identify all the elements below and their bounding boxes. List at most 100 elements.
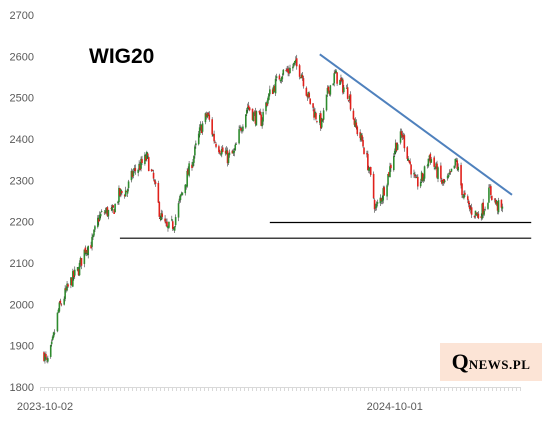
candle-body bbox=[104, 210, 107, 213]
candle-body bbox=[195, 143, 197, 146]
candle-body bbox=[450, 168, 453, 172]
candle-body bbox=[294, 60, 296, 63]
y-tick-label: 2000 bbox=[10, 299, 34, 311]
candle-body bbox=[275, 76, 278, 79]
candle-body bbox=[355, 122, 358, 128]
candle-body bbox=[161, 213, 164, 217]
candle-body bbox=[387, 173, 389, 185]
candle-body bbox=[137, 169, 139, 173]
candle-body bbox=[47, 358, 49, 362]
candle-body bbox=[420, 172, 423, 182]
candle-body bbox=[120, 189, 122, 194]
x-tick-label: 2023-10-02 bbox=[17, 401, 73, 413]
candle-body bbox=[421, 173, 424, 181]
candle-body bbox=[480, 216, 483, 218]
qnews-logo-q: Q bbox=[451, 349, 469, 374]
candle-body bbox=[401, 134, 404, 138]
candle-body bbox=[415, 177, 417, 179]
candle-body bbox=[255, 111, 258, 126]
candle-body bbox=[238, 129, 240, 144]
candle-body bbox=[141, 159, 143, 164]
candle-body bbox=[132, 171, 135, 176]
candle-body bbox=[289, 68, 291, 73]
candle-body bbox=[399, 131, 402, 143]
candle-body bbox=[429, 153, 432, 163]
qnews-watermark: QNEWS.PL bbox=[440, 343, 542, 381]
candle-body bbox=[125, 191, 128, 192]
candle-body bbox=[49, 345, 52, 357]
candle-body bbox=[246, 106, 249, 110]
candle-body bbox=[295, 58, 298, 67]
candle-body bbox=[198, 127, 201, 136]
candle-body bbox=[301, 75, 304, 78]
candle-body bbox=[251, 108, 254, 120]
candle-body bbox=[140, 158, 142, 169]
candle-body bbox=[321, 119, 324, 121]
candle-body bbox=[456, 160, 459, 169]
candle-body bbox=[235, 143, 237, 145]
candle-body bbox=[242, 126, 244, 131]
candle-body bbox=[43, 352, 45, 361]
candle-body bbox=[455, 159, 458, 161]
candle-body bbox=[315, 113, 317, 120]
y-tick-label: 2300 bbox=[10, 175, 34, 187]
candle-body bbox=[395, 142, 398, 151]
candle-body bbox=[133, 167, 136, 170]
candle-body bbox=[369, 166, 372, 175]
candle-body bbox=[279, 79, 282, 82]
candle-body bbox=[77, 269, 80, 276]
candle-body bbox=[362, 140, 364, 147]
candle-body bbox=[466, 196, 469, 200]
candle-body bbox=[448, 172, 451, 175]
candle-body bbox=[443, 180, 446, 183]
candle-body bbox=[430, 159, 433, 163]
candle-body bbox=[201, 123, 204, 132]
candle-body bbox=[469, 208, 472, 210]
candle-body bbox=[224, 150, 227, 154]
candle-body bbox=[53, 332, 56, 334]
candle-body bbox=[252, 112, 255, 122]
candle-body bbox=[234, 144, 237, 151]
candle-body bbox=[416, 176, 418, 178]
candle-body bbox=[390, 164, 392, 169]
candle-body bbox=[218, 146, 220, 153]
y-tick-label: 2700 bbox=[10, 10, 34, 22]
candle-body bbox=[103, 212, 106, 214]
candle-body bbox=[100, 211, 103, 212]
candle-body bbox=[316, 121, 318, 123]
candle-body bbox=[226, 150, 229, 164]
y-tick-label: 2500 bbox=[10, 93, 34, 105]
axis-layer bbox=[40, 387, 521, 391]
candle-body bbox=[394, 142, 397, 152]
candle-body bbox=[225, 149, 228, 155]
candle-body bbox=[309, 98, 311, 104]
candle-body bbox=[240, 128, 242, 131]
candle-body bbox=[410, 164, 412, 175]
candle-body bbox=[464, 192, 466, 195]
candle-body bbox=[71, 277, 73, 286]
candle-body bbox=[126, 189, 129, 194]
candle-body bbox=[172, 228, 175, 230]
candle-body bbox=[360, 133, 362, 140]
qnews-logo-rest: NEWS.PL bbox=[468, 357, 531, 372]
candle-body bbox=[302, 78, 305, 87]
candle-body bbox=[72, 271, 74, 287]
candle-body bbox=[139, 164, 141, 170]
candle-body bbox=[214, 141, 216, 143]
candle-body bbox=[292, 66, 294, 69]
candle-body bbox=[233, 150, 236, 153]
candle-body bbox=[181, 192, 184, 196]
candle-body bbox=[178, 198, 181, 202]
candle-body bbox=[177, 203, 180, 218]
candle-body bbox=[268, 93, 270, 100]
candle-body bbox=[473, 215, 476, 218]
candle-body bbox=[380, 198, 383, 201]
candle-body bbox=[328, 90, 331, 95]
candle-body bbox=[339, 79, 341, 85]
candle-body bbox=[449, 171, 452, 173]
label-layer: 1800 1900 2000 2100 2200 2300 2400 2500 2600 2700… bbox=[10, 10, 423, 413]
candle-body bbox=[57, 309, 60, 313]
candle-body bbox=[460, 165, 462, 186]
candle-body bbox=[232, 150, 235, 154]
candle-body bbox=[114, 203, 116, 213]
